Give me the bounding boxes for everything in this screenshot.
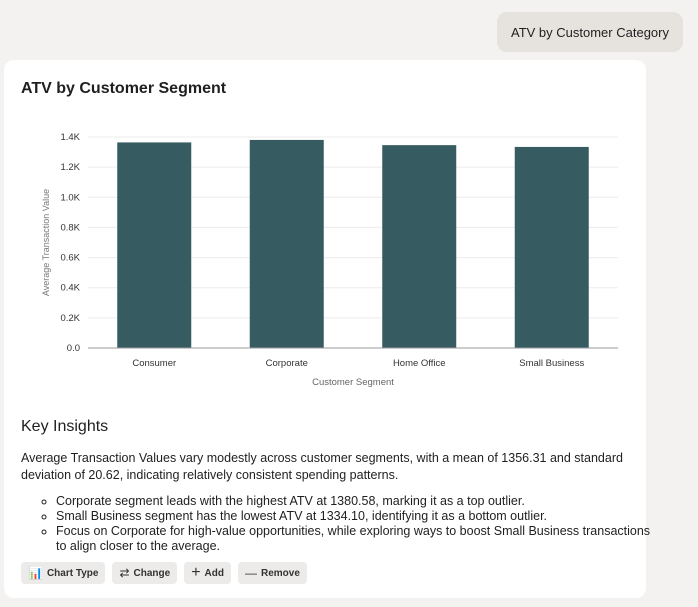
minus-icon: — — [244, 566, 257, 580]
user-message-bubble: ATV by Customer Category — [497, 12, 683, 52]
y-tick-label: 0.2K — [60, 313, 80, 324]
button-label: Remove — [260, 567, 300, 579]
y-tick-label: 0.4K — [60, 283, 80, 294]
y-tick-label: 1.2K — [60, 162, 80, 173]
x-tick-label: Corporate — [266, 358, 308, 369]
bar[interactable] — [514, 146, 589, 348]
chart-title: ATV by Customer Segment — [21, 80, 227, 97]
x-tick-label: Small Business — [519, 358, 584, 369]
y-axis-label: Average Transaction Value — [41, 189, 51, 296]
bar[interactable] — [117, 142, 192, 348]
y-tick-label: 1.4K — [60, 132, 80, 143]
button-label: Change — [133, 567, 171, 579]
y-tick-label: 0.6K — [60, 253, 80, 264]
y-tick-label: 0.8K — [60, 222, 80, 233]
button-label: Chart Type — [46, 567, 99, 579]
chart-card: ATV by Customer Segment 0.0 0.2K 0.4K 0.6K 0… — [4, 60, 650, 598]
list-item: Corporate segment leads with the highest… — [56, 494, 656, 509]
insights-summary: Average Transaction Values vary modestly… — [21, 451, 623, 482]
change-button[interactable]: ⇄ Change — [112, 562, 178, 584]
y-tick-label: 0.0 — [67, 343, 80, 354]
insights-list: Corporate segment leads with the highest… — [21, 494, 656, 554]
insights-heading: Key Insights — [21, 418, 109, 435]
x-axis-label: Customer Segment — [312, 377, 394, 388]
remove-button[interactable]: — Remove — [237, 562, 307, 584]
y-tick-label: 1.0K — [60, 192, 80, 203]
button-label: Add — [204, 567, 224, 579]
chart-type-icon: 📊 — [28, 566, 43, 580]
list-item: Focus on Corporate for high-value opport… — [56, 524, 656, 554]
chart-type-button[interactable]: 📊 Chart Type — [21, 562, 106, 584]
change-icon: ⇄ — [119, 566, 130, 580]
x-tick-label: Home Office — [393, 358, 446, 369]
add-button[interactable]: + Add — [184, 562, 231, 584]
list-item: Small Business segment has the lowest AT… — [56, 509, 656, 524]
plus-icon: + — [191, 564, 201, 581]
bar[interactable] — [382, 145, 457, 348]
bar[interactable] — [249, 139, 324, 348]
bar-chart: 0.0 0.2K 0.4K 0.6K 0.8K 1.0K 1.2K 1.4K Consumer C… — [41, 132, 618, 388]
x-tick-label: Consumer — [132, 358, 176, 369]
